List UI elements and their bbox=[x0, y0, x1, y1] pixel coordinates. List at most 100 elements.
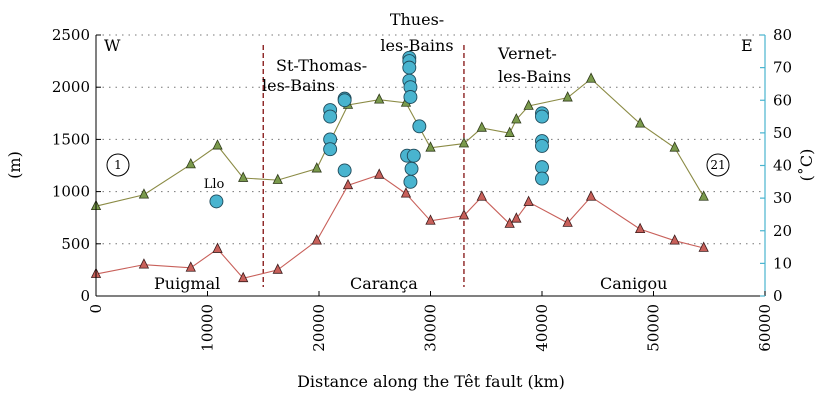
x-tick-label: 20000 bbox=[310, 304, 328, 352]
label-canigou: Canigou bbox=[600, 274, 667, 293]
spring-temperature-point bbox=[323, 142, 338, 157]
upper-profile-point bbox=[185, 157, 196, 169]
end-point-marker: 21 bbox=[706, 153, 730, 177]
upper-profile-point bbox=[504, 126, 515, 137]
y2-tick-label: 30 bbox=[773, 189, 792, 207]
lower-profile-point bbox=[374, 168, 385, 179]
y2-tick-label: 10 bbox=[773, 254, 792, 272]
spring-temperature-point bbox=[412, 119, 427, 134]
x-tick-label: 10000 bbox=[199, 304, 217, 352]
spring-temperature-point bbox=[535, 171, 549, 186]
label-thues-2: les-Bains bbox=[380, 36, 453, 55]
lower-profile-point bbox=[458, 209, 470, 220]
lower-profile-point bbox=[212, 242, 223, 253]
x-tick-label: 40000 bbox=[533, 304, 551, 352]
label-llo: Llo bbox=[204, 177, 225, 192]
spring-temperature-point bbox=[535, 109, 549, 124]
lower-profile-point bbox=[342, 178, 354, 190]
grid-lines bbox=[96, 34, 765, 245]
y2-tick-label: 60 bbox=[773, 91, 792, 109]
upper-profile-point bbox=[238, 171, 249, 182]
lower-profile-line bbox=[95, 174, 704, 279]
upper-profile-point bbox=[458, 137, 470, 148]
lower-profile-point bbox=[138, 258, 150, 269]
x-tick-label: 30000 bbox=[422, 304, 440, 352]
upper-profile-point bbox=[476, 121, 487, 132]
spring-temperature-point bbox=[209, 194, 224, 209]
spring-temperature-point bbox=[404, 161, 419, 176]
upper-profile-point bbox=[212, 139, 223, 150]
y-tick-label: 2500 bbox=[52, 26, 90, 44]
label-st-thomas-1: St-Thomas- bbox=[276, 56, 367, 75]
y-axis-title: (m) bbox=[5, 151, 24, 179]
end-point-label: 21 bbox=[710, 158, 725, 172]
y-tick-label: 2000 bbox=[52, 78, 90, 96]
y2-tick-label: 70 bbox=[773, 59, 792, 77]
upper-profile-point bbox=[374, 93, 385, 104]
lower-profile-point bbox=[634, 222, 646, 234]
label-west: W bbox=[104, 36, 121, 55]
label-vernet-2: les-Bains bbox=[498, 67, 571, 86]
start-point-marker: 1 bbox=[106, 153, 130, 177]
lower-profile-point bbox=[523, 195, 534, 206]
start-point-label: 1 bbox=[114, 158, 122, 172]
upper-profile-point bbox=[138, 188, 150, 199]
lower-profile-point bbox=[511, 212, 522, 223]
label-east: E bbox=[741, 36, 753, 55]
spring-temperature-point bbox=[323, 109, 338, 124]
lower-profile-point bbox=[400, 187, 412, 198]
label-puigmal: Puigmal bbox=[154, 274, 220, 293]
fault-lines bbox=[262, 45, 465, 287]
upper-profile-point bbox=[523, 99, 534, 110]
y-tick-label: 1000 bbox=[52, 183, 90, 201]
axes: 0 10000 20000 30000 40000 50000 60000050010001… bbox=[52, 26, 792, 352]
label-thues-1: Thues- bbox=[390, 10, 444, 29]
y2-tick-label: 80 bbox=[773, 26, 792, 44]
spring-temperature-point bbox=[337, 93, 352, 108]
spring-temperature-point bbox=[406, 148, 421, 163]
spring-temperature-point bbox=[403, 174, 418, 189]
spring-temperature-point bbox=[402, 60, 417, 75]
lower-profile-point bbox=[311, 234, 322, 245]
lower-profile-point bbox=[585, 190, 597, 201]
label-caranca: Carança bbox=[350, 274, 418, 293]
upper-profile-line bbox=[95, 78, 705, 207]
lower-profile-point bbox=[504, 217, 515, 228]
upper-profile-point bbox=[511, 113, 522, 124]
lower-profile-point bbox=[425, 214, 436, 225]
lower-profile-point bbox=[562, 216, 573, 227]
y-tick-label: 0 bbox=[80, 287, 90, 305]
upper-profile-point bbox=[311, 162, 322, 173]
lower-profile-point bbox=[185, 261, 196, 272]
spring-temperature-point bbox=[403, 90, 418, 104]
x-axis-title: Distance along the Têt fault (km) bbox=[297, 372, 565, 391]
spring-temperature-point bbox=[535, 138, 549, 153]
upper-profile-point bbox=[272, 173, 283, 184]
upper-profile-point bbox=[634, 117, 646, 128]
x-tick-label: 60000 bbox=[756, 304, 774, 352]
label-vernet-1: Vernet- bbox=[497, 44, 557, 63]
upper-profile-point bbox=[562, 91, 573, 102]
upper-profile-point bbox=[698, 190, 709, 201]
lower-profile-point bbox=[669, 234, 680, 245]
y2-tick-label: 20 bbox=[773, 222, 792, 240]
x-tick-label: 0 bbox=[87, 304, 105, 314]
x-tick-label: 50000 bbox=[645, 304, 663, 352]
lower-profile-point bbox=[272, 263, 283, 274]
y2-axis-title: (˚C) bbox=[797, 149, 816, 182]
lower-profile-point bbox=[698, 241, 709, 252]
lower-profile-point bbox=[476, 190, 487, 201]
y2-tick-label: 50 bbox=[773, 124, 792, 142]
y2-tick-label: 40 bbox=[773, 157, 792, 175]
upper-profile-point bbox=[585, 72, 597, 83]
upper-profile-point bbox=[669, 141, 680, 152]
y-tick-label: 500 bbox=[61, 235, 90, 253]
y2-tick-label: 0 bbox=[773, 287, 783, 305]
label-st-thomas-2: les-Bains bbox=[262, 76, 335, 95]
spring-temperature-point bbox=[337, 163, 352, 178]
series-layer bbox=[90, 50, 709, 283]
lower-profile-point bbox=[238, 271, 249, 283]
y-tick-label: 1500 bbox=[52, 130, 90, 148]
upper-profile-point bbox=[425, 141, 436, 152]
